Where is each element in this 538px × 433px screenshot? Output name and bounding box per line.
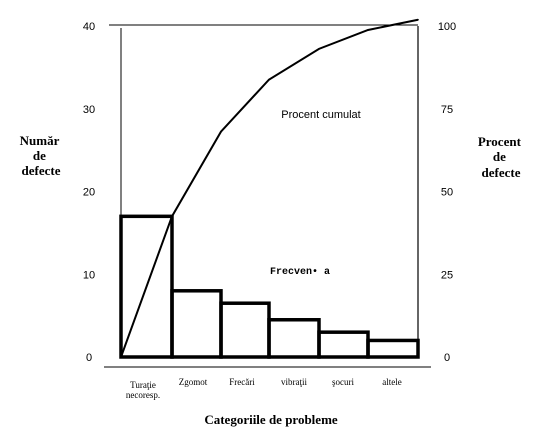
cumulative-point-5 (367, 29, 369, 31)
y-axis-title-line3: defecte (22, 163, 61, 178)
bar-5 (317, 330, 370, 359)
y2-axis-title: Procent de defecte (478, 134, 524, 180)
y2-tick-label-100: 100 (438, 21, 456, 33)
category-label-2: Zgomot (179, 377, 208, 387)
y-tick-label-0: 0 (86, 352, 92, 364)
y-axis-title: Număr de defecte (20, 133, 63, 178)
bar-6 (366, 338, 420, 359)
cumulative-point-4 (318, 48, 320, 50)
category-label-5: şocuri (332, 377, 354, 387)
frequency-label: Frecven• a (270, 267, 330, 278)
y2-tick-label-50: 50 (441, 187, 453, 199)
category-label-3: Frecări (229, 377, 255, 387)
y-tick-label-10: 10 (83, 269, 95, 281)
cumulative-point-3 (268, 78, 270, 81)
y-tick-label-30: 30 (83, 104, 95, 116)
y2-axis-title-line3: defecte (482, 165, 521, 180)
category-label-6: altele (382, 377, 402, 387)
category-label-4: vibraţii (281, 377, 307, 387)
y2-tick-labels: 0 25 50 75 100 (438, 21, 456, 364)
cumulative-point-1 (171, 215, 173, 218)
y-tick-label-20: 20 (83, 187, 95, 199)
y2-tick-label-25: 25 (441, 269, 453, 281)
bar-3 (219, 301, 271, 359)
y-axis-title-line1: Număr (20, 133, 60, 148)
y-axis-title-line2: de (33, 148, 46, 163)
y2-tick-label-0: 0 (444, 352, 450, 364)
bar-4 (267, 318, 321, 359)
y2-tick-label-75: 75 (441, 104, 453, 116)
bar-2 (170, 289, 223, 359)
category-label-1: Turaţie necoresp. (126, 380, 160, 400)
y2-axis-title-line2: de (493, 149, 506, 164)
y-tick-label-40: 40 (83, 21, 95, 33)
y-tick-labels: 0 10 20 30 40 (83, 21, 95, 364)
x-axis-title: Categoriile de probleme (204, 412, 338, 427)
cumulative-point-6 (417, 18, 419, 21)
cumulative-point-2 (220, 130, 222, 133)
bars (119, 214, 420, 359)
y2-axis-title-line1: Procent (478, 134, 522, 149)
cumulative-line (120, 18, 419, 358)
cumulative-line-label: Procent cumulat (281, 109, 360, 121)
bar-1 (119, 214, 174, 359)
category-labels: Turaţie necoresp. Zgomot Frecări vibraţii şoc… (126, 377, 402, 400)
